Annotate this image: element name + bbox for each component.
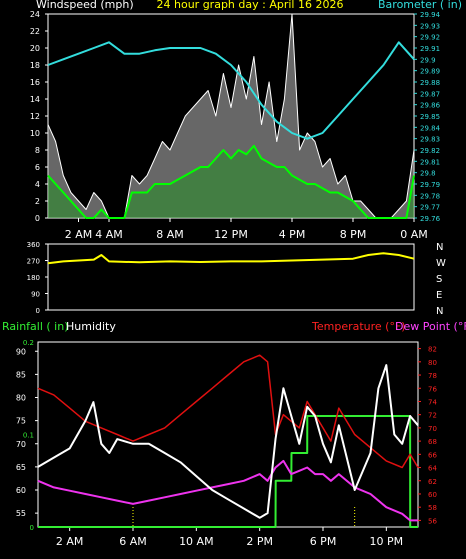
wind-y-tick-label: 14 (30, 95, 40, 104)
direction-y-tick-label: 270 (27, 258, 40, 266)
temp-y-tick-label: 62 (428, 478, 437, 486)
temp-y-tick-label: 64 (428, 465, 437, 473)
wind-y-tick-label: 8 (35, 146, 40, 155)
rain-y-tick-label: 0.2 (23, 339, 34, 347)
baro-y-tick-label: 29.92 (420, 34, 440, 42)
humidity-y-tick-label: 85 (16, 370, 26, 379)
barometer-title: Barometer ( in) (378, 0, 462, 11)
climate-x-tick-label: 2 AM (56, 535, 84, 548)
wind-y-tick-label: 10 (30, 129, 40, 138)
dewpoint-legend: Dew Point (°F) (395, 320, 466, 333)
wind-y-tick-label: 24 (30, 10, 40, 19)
baro-y-tick-label: 29.77 (420, 204, 440, 212)
baro-y-tick-label: 29.83 (420, 136, 440, 144)
climate-x-tick-label: 6 PM (310, 535, 337, 548)
baro-y-tick-label: 29.81 (420, 158, 440, 166)
baro-y-tick-label: 29.79 (420, 181, 440, 189)
temp-y-tick-label: 74 (428, 398, 437, 406)
wind-x-tick-label: 8 AM (156, 228, 184, 241)
temp-y-tick-label: 80 (428, 359, 437, 367)
climate-x-tick-label: 10 PM (370, 535, 404, 548)
climate-x-tick-label: 2 PM (246, 535, 273, 548)
wind-y-tick-label: 22 (30, 27, 40, 36)
wind-y-tick-label: 0 (35, 214, 40, 223)
humidity-legend: Humidity (66, 320, 116, 333)
baro-y-tick-label: 29.9 (420, 56, 436, 64)
baro-y-tick-label: 29.86 (420, 102, 441, 110)
humidity-y-tick-label: 75 (16, 417, 26, 426)
humidity-series-line (37, 364, 419, 519)
wind-series-line (47, 144, 415, 219)
rain-y-tick-label: 0 (30, 524, 34, 532)
wind-y-tick-label: 18 (30, 61, 40, 70)
compass-label: E (436, 290, 442, 301)
climate-x-tick-label: 6 AM (119, 535, 147, 548)
rainfall-series-line (38, 415, 418, 528)
wind-y-tick-label: 2 (35, 197, 40, 206)
humidity-y-tick-label: 70 (16, 440, 26, 449)
temp-y-tick-label: 82 (428, 346, 437, 354)
rain-y-tick-label: 0.1 (23, 432, 34, 440)
temperature-series-line (37, 354, 419, 469)
humidity-y-tick-label: 90 (16, 347, 26, 356)
wind-y-tick-label: 6 (35, 163, 40, 172)
temp-y-tick-label: 78 (428, 372, 437, 380)
temp-y-tick-label: 56 (428, 517, 437, 525)
baro-y-tick-label: 29.94 (420, 11, 441, 19)
wind-y-tick-label: 16 (30, 78, 40, 87)
wind-y-tick-label: 20 (30, 44, 40, 53)
humidity-y-tick-label: 80 (16, 394, 26, 403)
windspeed-title: Windspeed (mph) (36, 0, 134, 11)
graph-title: 24 hour graph day : April 16 2026 (157, 0, 344, 11)
wind-x-tick-label: 12 PM (214, 228, 248, 241)
direction-y-tick-label: 180 (27, 274, 40, 282)
temp-y-tick-label: 60 (428, 491, 437, 499)
baro-y-tick-label: 29.87 (420, 90, 440, 98)
humidity-y-tick-label: 55 (16, 509, 26, 518)
baro-y-tick-label: 29.88 (420, 79, 440, 87)
wind-x-tick-label: 8 PM (340, 228, 367, 241)
wind-y-tick-label: 12 (30, 112, 40, 121)
baro-y-tick-label: 29.84 (420, 124, 441, 132)
wind-x-tick-label: 2 AM (65, 228, 93, 241)
direction-y-tick-label: 0 (36, 307, 40, 315)
temp-y-tick-label: 58 (428, 504, 437, 512)
temp-y-tick-label: 66 (428, 451, 437, 459)
climate-x-tick-label: 10 AM (179, 535, 214, 548)
wind-y-tick-label: 4 (35, 180, 40, 189)
direction-series-line (47, 252, 415, 265)
temp-y-tick-label: 70 (428, 425, 437, 433)
compass-label: N (436, 242, 443, 253)
wind-x-tick-label: 4 PM (279, 228, 306, 241)
temp-y-tick-label: 72 (428, 412, 437, 420)
baro-y-tick-label: 29.78 (420, 192, 440, 200)
humidity-y-tick-label: 60 (16, 486, 26, 495)
rainfall-legend: Rainfall ( in) (2, 320, 69, 333)
baro-y-tick-label: 29.89 (420, 68, 440, 76)
temperature-legend: Temperature (°F) (311, 320, 406, 333)
direction-y-tick-label: 90 (31, 291, 40, 299)
baro-y-tick-label: 29.8 (420, 170, 436, 178)
dewpoint-series-line (37, 459, 418, 522)
baro-y-tick-label: 29.85 (420, 113, 440, 121)
direction-y-tick-label: 360 (27, 241, 40, 249)
baro-y-tick-label: 29.76 (420, 215, 441, 223)
baro-y-tick-label: 29.91 (420, 45, 440, 53)
compass-label: W (436, 258, 446, 269)
baro-y-tick-label: 29.93 (420, 22, 440, 30)
humidity-y-tick-label: 65 (16, 463, 26, 472)
wind-x-tick-label: 0 AM (400, 228, 428, 241)
barometer-series-line (47, 41, 415, 140)
temp-y-tick-label: 68 (428, 438, 437, 446)
compass-label: S (436, 274, 442, 285)
temp-y-tick-label: 76 (428, 385, 437, 393)
direction-panel-frame (47, 243, 415, 311)
baro-y-tick-label: 29.82 (420, 147, 440, 155)
wind-x-tick-label: 4 AM (95, 228, 123, 241)
wind-area (48, 145, 414, 218)
compass-label: N (436, 306, 443, 317)
